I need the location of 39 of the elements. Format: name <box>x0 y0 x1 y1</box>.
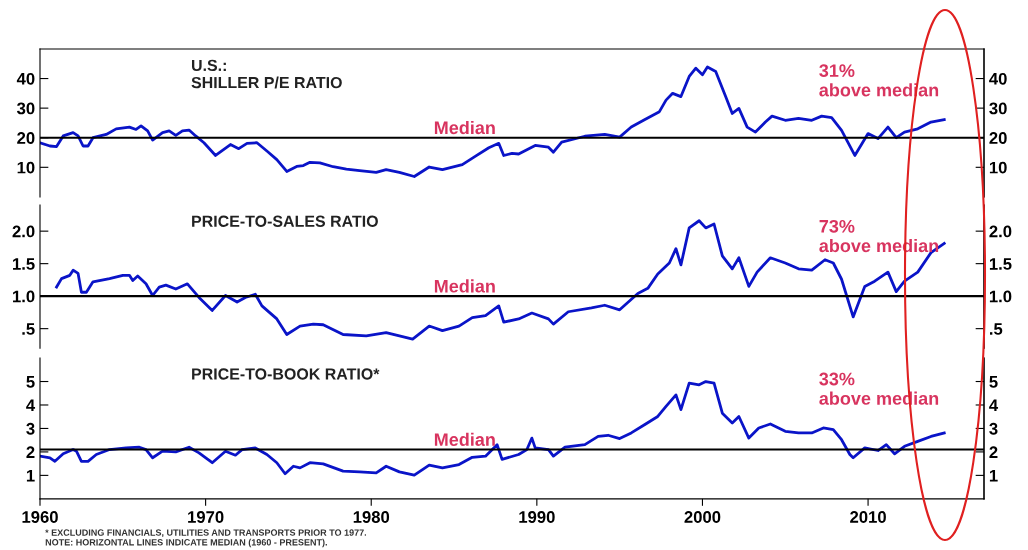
chart-title: PRICE-TO-BOOK RATIO* <box>192 368 380 380</box>
ref-line-label: Median <box>434 279 495 293</box>
x-tick-label: 1990 <box>519 511 555 523</box>
y-tick-label: 1 <box>26 469 35 482</box>
x-tick-label: 1960 <box>22 511 58 523</box>
y-tick-label: 4 <box>26 399 36 412</box>
y-tick-label: .5 <box>22 323 35 335</box>
y-tick-label: 2 <box>26 446 35 458</box>
ref-line-label: Median <box>434 432 495 446</box>
x-tick-label: 2010 <box>850 511 886 523</box>
y2-tick-label: 1.0 <box>989 290 1012 303</box>
y-tick-label: 20 <box>17 132 35 144</box>
y2-tick-label: 30 <box>989 102 1007 115</box>
y-tick-label: 10 <box>17 161 35 174</box>
y-tick-label: 2.0 <box>12 225 35 238</box>
y2-tick-label: 1.5 <box>989 258 1012 270</box>
y2-tick-label: 2.0 <box>989 225 1012 238</box>
y2-tick-label: 3 <box>989 422 998 435</box>
text: * EXCLUDING FINANCIALS, UTILITIES AND TRANSPORTS PRIOR TO 1977. NOTE: HORIZONTAL LINES INDICATE MEDIAN (1960 - PRESENT). <box>45 529 367 548</box>
ref-line-label: Median <box>434 120 495 135</box>
y2-tick-label: 10 <box>989 161 1007 174</box>
y-tick-label: 5 <box>26 376 35 388</box>
y2-tick-label: 40 <box>989 72 1007 85</box>
x-tick-label: 2000 <box>684 511 721 523</box>
y2-tick-label: 4 <box>989 399 999 412</box>
y-tick-label: 1.0 <box>13 290 35 303</box>
y2-tick-label: 20 <box>989 132 1007 144</box>
y-tick-label: 1.5 <box>13 258 35 270</box>
text: PRICE-TO-SALES RATIO <box>192 215 378 227</box>
text: U.S.: SHILLER P/E RATIO <box>191 59 342 89</box>
y2-tick-label: 2 <box>989 446 998 458</box>
y2-tick-label: 5 <box>989 376 998 388</box>
y-tick-label: 3 <box>26 422 35 435</box>
y-tick-label: 30 <box>16 102 35 115</box>
y2-tick-label: .5 <box>989 323 1003 335</box>
x-tick-label: 1980 <box>353 511 390 523</box>
x-tick-label: 1970 <box>188 511 224 523</box>
y2-tick-label: 1 <box>989 469 998 482</box>
y-tick-label: 40 <box>16 72 35 85</box>
